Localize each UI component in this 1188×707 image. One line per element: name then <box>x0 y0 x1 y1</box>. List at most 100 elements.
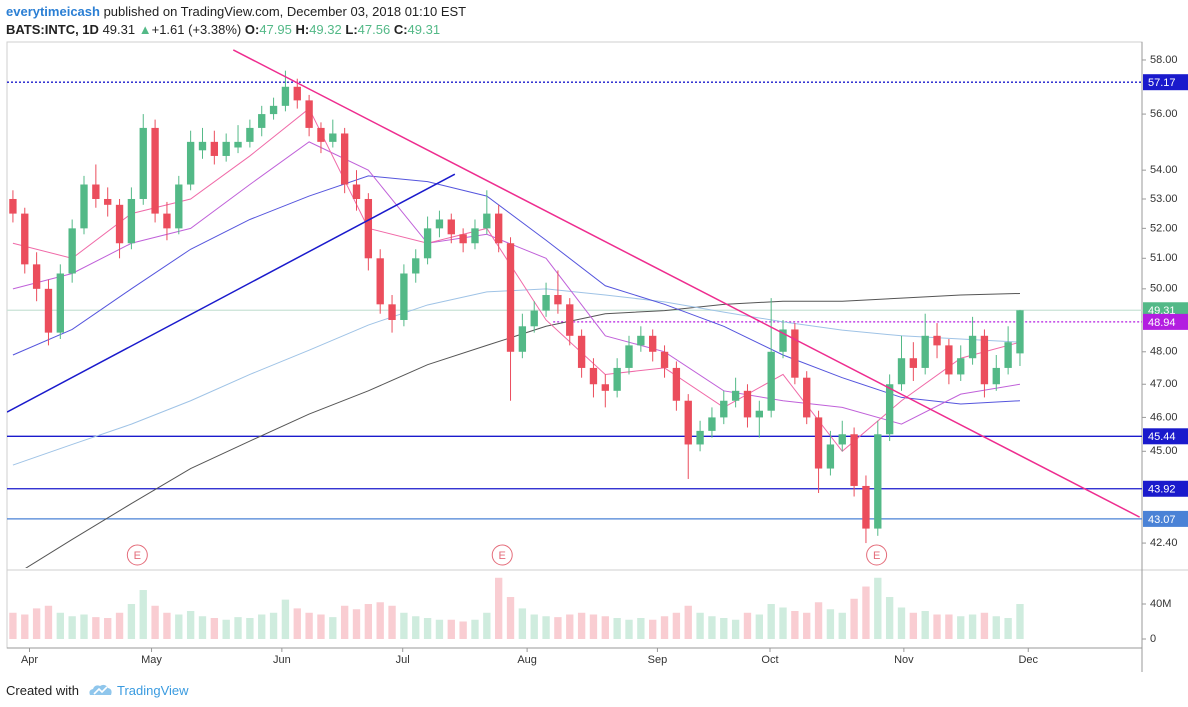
volume-bar <box>175 614 183 639</box>
x-tick-label: Apr <box>21 654 38 666</box>
candle-body <box>412 258 420 274</box>
volume-bar <box>388 605 396 639</box>
volume-tick-label: 0 <box>1150 633 1156 645</box>
volume-bar <box>767 604 775 639</box>
candle-body <box>21 213 29 265</box>
price-label: 43.92 <box>1148 484 1176 496</box>
volume-bar <box>127 604 136 639</box>
candle-body <box>340 133 349 185</box>
published: published on TradingView.com, December 0… <box>103 4 467 19</box>
x-tick-label: Sep <box>648 654 668 666</box>
volume-bar <box>530 614 538 639</box>
open: 47.95 <box>259 22 292 37</box>
volume-bar <box>980 612 989 639</box>
volume-bar <box>151 605 159 639</box>
candle-body <box>554 295 562 305</box>
candle-body <box>127 198 136 244</box>
footer: Created with TradingView <box>6 682 189 698</box>
volume-bar <box>1016 604 1024 639</box>
candle-body <box>222 141 230 156</box>
volume-bar <box>803 612 811 639</box>
candle-body <box>293 86 301 101</box>
candle-body <box>163 213 171 229</box>
candle-body <box>696 430 704 445</box>
volume-bar <box>92 617 100 639</box>
candle-body <box>258 114 266 128</box>
y-tick-label: 50.00 <box>1150 283 1178 295</box>
y-tick-label: 47.00 <box>1150 378 1178 390</box>
candle-body <box>684 400 692 445</box>
price-label: 45.44 <box>1148 431 1176 443</box>
price-label: 43.07 <box>1148 514 1176 526</box>
volume-pane <box>9 577 1024 639</box>
candle-body <box>388 304 396 320</box>
candle-body <box>80 184 88 229</box>
candle-body <box>625 345 633 368</box>
volume-bar <box>862 586 870 639</box>
earnings-marker <box>126 544 148 566</box>
volume-bar <box>340 605 349 639</box>
volume-bar <box>459 621 467 639</box>
symbol: BATS:INTC, 1D <box>6 22 99 37</box>
brand[interactable]: TradingView <box>116 682 189 698</box>
candle-body <box>281 86 290 106</box>
x-tick-label: Dec <box>1018 654 1038 666</box>
candle-body <box>530 310 538 327</box>
volume-bar <box>992 616 1000 639</box>
candle-body <box>246 127 254 142</box>
volume-bar <box>791 611 799 639</box>
candle-body <box>542 295 550 311</box>
volume-bar <box>672 612 681 639</box>
volume-tick-label: 40M <box>1150 598 1171 610</box>
candle-body <box>909 358 918 368</box>
candle-body <box>720 400 728 418</box>
volume-bar <box>198 616 207 639</box>
candle-body <box>198 141 207 151</box>
candle-body <box>68 228 76 274</box>
candle-body <box>471 228 479 244</box>
x-tick-label: May <box>141 654 162 666</box>
volume-bar <box>755 614 763 639</box>
candle-body <box>874 434 882 529</box>
header-line-1: everytimeicash published on TradingView.… <box>6 4 466 19</box>
author[interactable]: everytimeicash <box>6 4 100 19</box>
volume-bar <box>258 614 266 639</box>
l-label: L: <box>345 22 358 37</box>
volume-bar <box>684 605 692 639</box>
volume-bar <box>471 619 479 639</box>
volume-bar <box>874 577 882 639</box>
x-tick-label: Jul <box>396 654 410 666</box>
candle-body <box>897 358 906 385</box>
volume-bar <box>968 614 977 639</box>
candle-body <box>672 367 681 401</box>
y-tick-label: 54.00 <box>1150 164 1178 176</box>
volume-bar <box>814 602 823 639</box>
volume-bar <box>163 612 171 639</box>
volume-bar <box>601 616 609 639</box>
volume-bar <box>222 619 230 639</box>
candle-body <box>210 141 219 156</box>
candle-body <box>731 390 740 401</box>
chart: E E E Apr May Jun Jul Aug Sep Oct Nov Dec 58.00 56.0… <box>6 41 1188 672</box>
volume-bar <box>447 619 455 639</box>
candle-body <box>518 326 527 352</box>
volume-bar <box>897 607 906 639</box>
candle-body <box>767 351 775 411</box>
candle-body <box>9 198 17 214</box>
logo <box>89 684 112 695</box>
volume-bar <box>234 617 242 639</box>
volume-bar <box>506 597 515 639</box>
volume-bar <box>435 619 444 639</box>
volume-bar <box>554 617 562 639</box>
candle-body <box>175 184 183 229</box>
price-label: 57.17 <box>1148 77 1176 89</box>
price-label-box <box>1143 510 1188 527</box>
candle-body <box>139 127 147 199</box>
x-tick-label: Aug <box>517 654 537 666</box>
y-tick-label: 53.00 <box>1150 193 1178 205</box>
volume-bar <box>933 614 941 639</box>
moving-average <box>12 141 1021 425</box>
candle-body <box>660 351 669 368</box>
volume-bar <box>826 609 835 639</box>
earnings-label: E <box>873 550 880 562</box>
